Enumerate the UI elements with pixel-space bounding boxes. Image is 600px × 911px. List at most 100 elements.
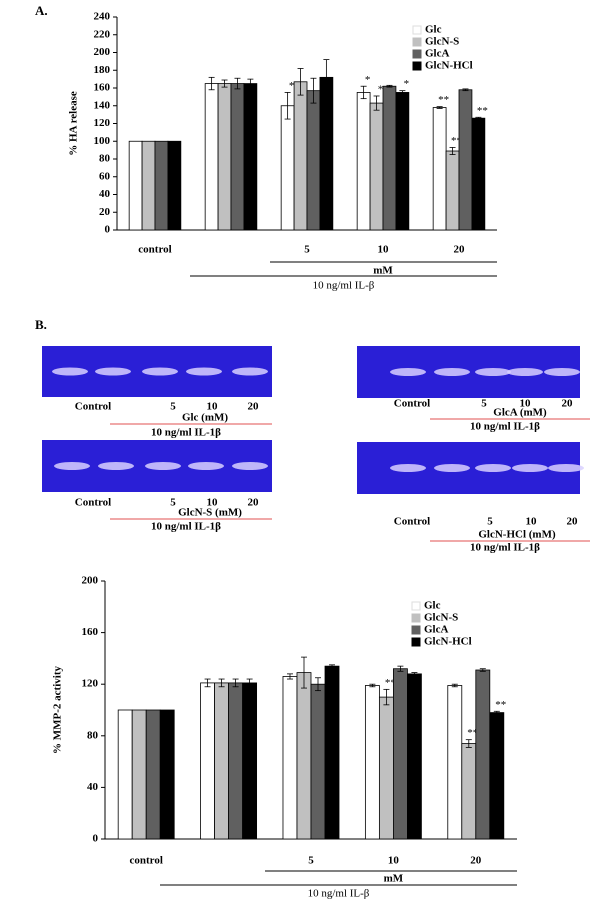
x-tick-label: control [138,244,171,256]
legend-swatch [411,601,421,611]
treatment-label: 10 ng/ml IL-β [313,280,375,292]
x-tick-label: control [129,855,162,867]
legend-swatch [411,637,421,647]
bar [458,89,473,231]
error-bar [286,673,293,680]
legend-swatch [412,49,422,59]
lane-label: 20 [248,401,260,413]
gel-band [390,464,426,472]
y-tick-label: 120 [94,117,111,129]
bar [141,140,156,231]
bar [167,140,182,231]
legend-swatch [411,613,421,623]
bar [228,682,244,840]
legend-swatch [412,61,422,71]
bar [200,682,215,840]
x-tick-label: 10 [388,855,400,867]
error-bar [479,668,486,672]
lane-label: 10 [207,401,219,413]
bar [447,685,463,840]
gel-band [434,464,470,472]
treatment-label: 10 ng/ml IL-1β [470,421,540,433]
significance-mark: ** [467,727,478,739]
gel-band [186,367,222,376]
bar [445,150,460,231]
bar [475,669,491,840]
y-tick-label: 100 [94,135,111,147]
error-bar [218,678,225,688]
gel-band [188,462,224,470]
x-tick-label: 20 [454,244,466,256]
error-bar [300,656,307,689]
gel-band [142,367,178,376]
significance-mark: ** [451,135,462,147]
gel-band [232,462,268,470]
lane-label: 5 [170,401,176,413]
gel-caption: GlcN-S (mM) [178,507,242,519]
gel-caption: GlcN-HCl (mM) [478,529,556,541]
bar [324,665,340,840]
gel-band [544,368,580,376]
bar [395,92,410,231]
gel-band [232,367,268,376]
error-bar [383,688,390,706]
error-bar [373,95,380,111]
y-tick-label: 200 [82,575,99,587]
legend-label: Glc [425,24,442,36]
gel-band [548,464,584,472]
treatment-label: 10 ng/ml IL-1β [151,427,221,439]
lane-label: 10 [207,497,219,509]
bar [280,105,295,231]
error-bar [451,683,458,688]
bar [461,743,477,840]
lane-label: 5 [170,497,176,509]
error-bar [323,59,330,96]
significance-mark: * [404,78,410,90]
y-tick-label: 0 [105,224,111,236]
gel-caption: Glc (mM) [182,412,228,424]
bar [310,683,326,840]
significance-mark: ** [385,677,396,689]
significance-mark: * [365,74,371,86]
gel-band [95,367,131,376]
error-bar [329,664,336,668]
bar [392,668,408,840]
legend-label: GlcA [425,48,449,60]
bar [471,117,486,231]
gel-band [54,462,90,470]
lane-label: 10 [520,398,532,410]
lane-label: 10 [526,516,538,528]
bar [282,676,298,840]
error-bar [449,147,456,155]
lane-label: Control [75,497,111,509]
bar [378,696,394,840]
bar [214,682,229,840]
error-bar [310,77,317,104]
x-tick-label: 5 [304,244,310,256]
error-bar [232,678,239,688]
error-bar [399,90,406,95]
y-axis-label: % HA release [68,91,80,156]
bar [230,83,245,231]
lane-label: 5 [487,516,493,528]
y-tick-label: 40 [99,188,111,200]
lane-label: Control [75,401,111,413]
significance-mark: ** [438,94,449,106]
panel-label: B. [35,317,47,332]
lane-label: 20 [567,516,579,528]
bar [131,709,147,840]
bar [356,92,371,231]
y-tick-label: 80 [87,729,99,741]
lane-label: Control [394,516,430,528]
error-bar [247,78,254,89]
bar [204,83,219,231]
significance-mark: * [289,80,295,92]
y-tick-label: 20 [99,206,111,218]
bar [489,712,505,840]
bar [369,102,384,231]
legend-label: Glc [424,600,441,612]
y-tick-label: 0 [93,833,99,845]
treatment-label: 10 ng/ml IL-1β [151,521,221,533]
treatment-label: 10 ng/ml IL-1β [470,542,540,554]
gel-band [475,368,511,376]
